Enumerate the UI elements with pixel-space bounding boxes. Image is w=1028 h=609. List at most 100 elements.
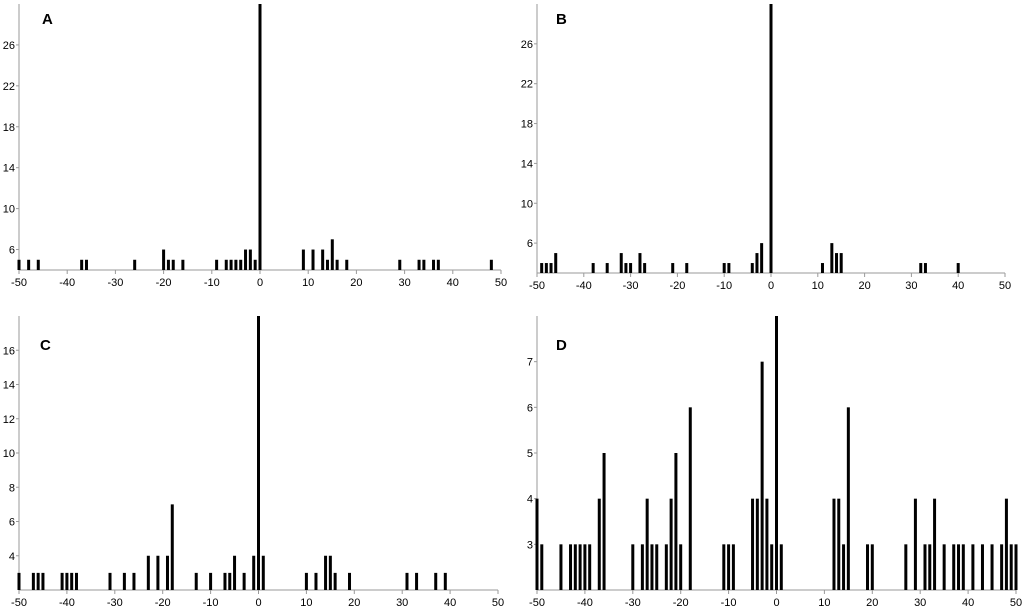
x-tick-label: -50	[529, 597, 545, 609]
bar	[655, 544, 659, 590]
bar	[842, 544, 846, 590]
y-tick-label: 10	[521, 198, 533, 210]
bar	[146, 555, 150, 590]
bar	[923, 263, 927, 273]
bar	[122, 572, 126, 590]
y-tick-label: 8	[9, 482, 15, 494]
bar	[1004, 498, 1008, 590]
bar	[971, 544, 975, 590]
bar	[919, 263, 923, 273]
bar	[645, 498, 649, 590]
bar	[832, 498, 836, 590]
bar	[171, 259, 175, 270]
bar	[17, 572, 21, 590]
bar	[928, 544, 932, 590]
bar	[770, 544, 774, 590]
x-tick-label: -20	[669, 280, 685, 292]
panel-d: -50 -40 -30 -20 -10 0 10 20 30 40 50 3 4 5 6 7 D	[527, 316, 1022, 609]
bar	[913, 498, 917, 590]
bar	[132, 572, 136, 590]
bar	[722, 263, 726, 273]
bar	[65, 572, 69, 590]
bar	[839, 253, 843, 273]
bar	[434, 572, 438, 590]
bar	[74, 572, 78, 590]
y-tick-label: 26	[521, 39, 533, 51]
bar	[679, 544, 683, 590]
bar	[335, 259, 339, 270]
y-tick-label: 14	[3, 380, 15, 392]
x-tick-label: -50	[529, 280, 545, 292]
bar	[228, 572, 232, 590]
bar	[952, 544, 956, 590]
bar	[942, 544, 946, 590]
y-tick-label: 10	[3, 448, 15, 460]
y-tick-label: 5	[527, 448, 533, 460]
bar	[578, 544, 582, 590]
bar	[933, 498, 937, 590]
x-tick-label: -50	[11, 597, 27, 609]
bar	[1000, 544, 1004, 590]
x-tick-label: -10	[204, 277, 220, 289]
bar	[540, 544, 544, 590]
y-tick-label: 3	[527, 539, 533, 551]
panel-b: -50 -40 -30 -20 -10 0 10 20 30 40 50 6 10 14 18 22 26 B	[521, 4, 1011, 292]
x-tick-label: -10	[203, 597, 219, 609]
bar	[405, 572, 409, 590]
x-tick-label: -40	[59, 597, 75, 609]
x-tick-label: -20	[673, 597, 689, 609]
bar	[36, 259, 40, 270]
bar	[181, 259, 185, 270]
bar	[417, 259, 421, 270]
panel-a: -50 -40 -30 -20 -10 0 10 20 30 40 50 6 10 14 18 22 26 A	[3, 4, 507, 289]
bar	[194, 572, 198, 590]
bar	[980, 544, 984, 590]
bar	[133, 259, 137, 270]
bar	[846, 407, 850, 590]
bar	[731, 544, 735, 590]
bar	[301, 249, 305, 270]
bar	[775, 316, 778, 590]
bar	[727, 544, 731, 590]
bar	[751, 498, 755, 590]
y-tick-label: 22	[521, 79, 533, 91]
x-tick-label: 0	[255, 597, 261, 609]
bar	[330, 239, 334, 270]
bar	[727, 263, 731, 273]
bar	[165, 555, 169, 590]
y-tick-label: 6	[9, 517, 15, 529]
bar	[643, 263, 647, 273]
y-tick-label: 14	[521, 158, 533, 170]
bar	[108, 572, 112, 590]
bar	[36, 572, 40, 590]
bar	[750, 263, 754, 273]
bar	[830, 243, 834, 273]
y-tick-label: 18	[521, 119, 533, 131]
bar	[573, 544, 577, 590]
bar	[583, 544, 587, 590]
bar	[765, 498, 769, 590]
bar	[166, 259, 170, 270]
bar	[252, 555, 256, 590]
y-tick-label: 10	[3, 204, 15, 216]
bar	[162, 249, 166, 270]
bar	[769, 4, 773, 273]
panel-c: -50 -40 -30 -20 -10 0 10 20 30 40 50 4 6 8 10 12 14 16 C	[3, 316, 504, 609]
y-tick-label: 16	[3, 345, 15, 357]
bar	[591, 263, 595, 273]
panel-label-a: A	[42, 11, 53, 28]
bar	[569, 544, 573, 590]
y-tick-label: 22	[3, 81, 15, 93]
x-tick-label: 30	[398, 277, 410, 289]
bar	[779, 544, 783, 590]
bar	[41, 572, 45, 590]
bar	[253, 259, 257, 270]
bar	[904, 544, 908, 590]
bar	[956, 263, 960, 273]
bar	[722, 544, 726, 590]
x-tick-label: 40	[952, 280, 964, 292]
bar	[631, 544, 635, 590]
y-tick-label: 7	[527, 357, 533, 369]
x-tick-label: 30	[905, 280, 917, 292]
